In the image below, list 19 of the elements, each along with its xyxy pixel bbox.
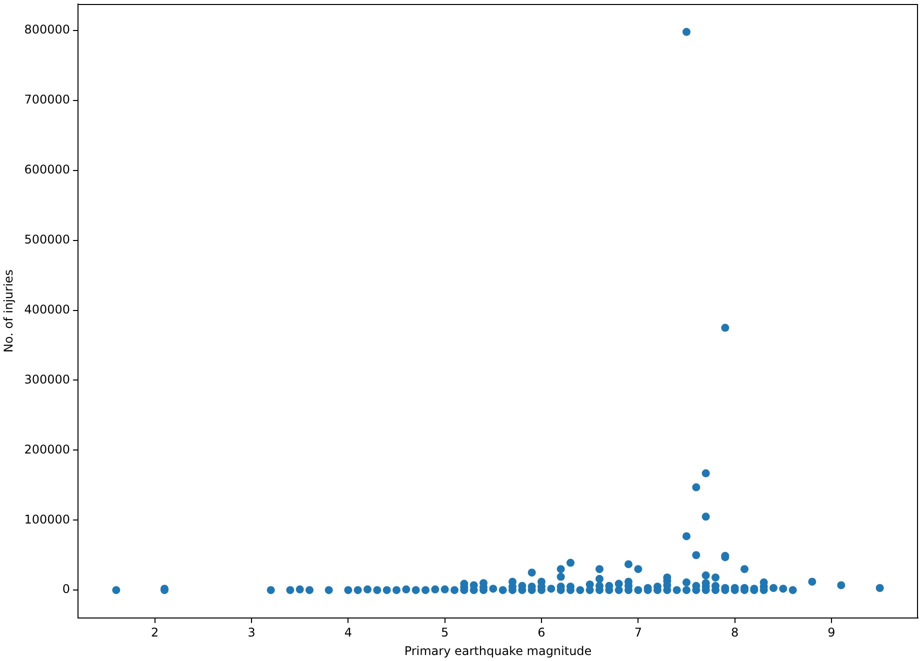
x-tick-label: 8 (731, 625, 739, 640)
x-tick-label: 5 (441, 625, 449, 640)
y-axis-title: No. of injuries (1, 270, 16, 352)
y-tick-label: 100000 (24, 512, 70, 526)
x-tick-label: 4 (344, 625, 352, 640)
x-tick-label: 2 (151, 625, 159, 640)
y-tick-label: 500000 (24, 232, 70, 246)
y-tick-label: 0 (62, 582, 70, 596)
y-tick-label: 800000 (24, 22, 70, 37)
x-tick-label: 7 (634, 625, 642, 640)
y-tick-label: 300000 (24, 372, 70, 386)
x-axis-title: Primary earthquake magnitude (404, 644, 592, 658)
y-tick-label: 600000 (24, 162, 70, 177)
y-tick-label: 200000 (24, 442, 70, 456)
x-tick-label: 9 (828, 625, 836, 640)
x-tick-label: 3 (248, 625, 256, 640)
y-tick-label: 700000 (24, 92, 70, 107)
x-tick-label: 6 (538, 625, 546, 640)
y-tick-label: 400000 (24, 302, 70, 316)
